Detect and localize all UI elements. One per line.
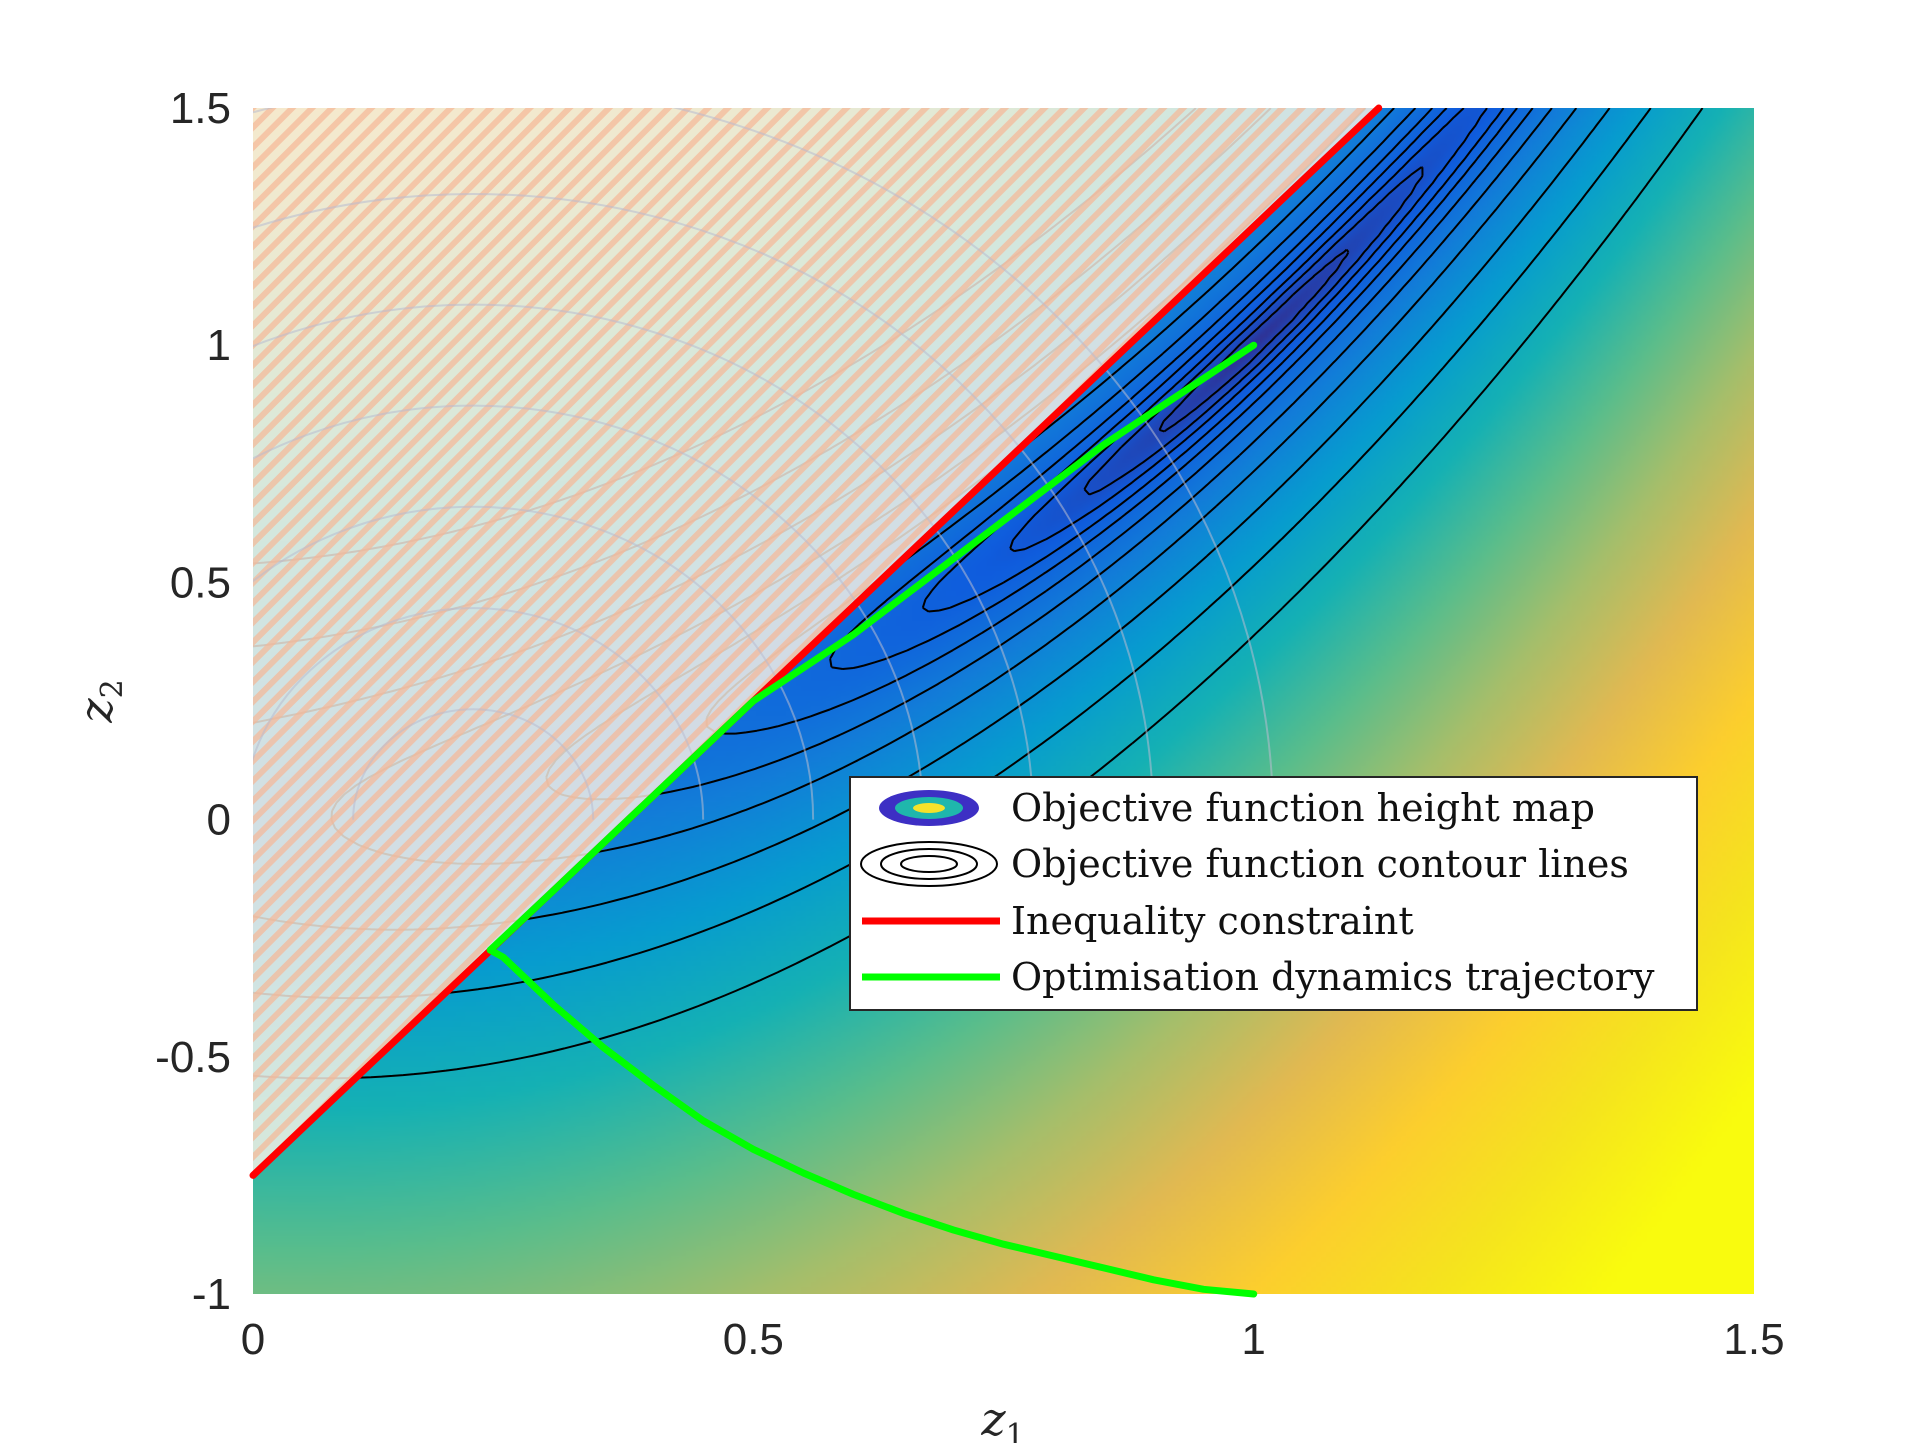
contour-line-0 [1158, 248, 1350, 433]
y-tick-label: 0 [207, 796, 231, 845]
plot-area [249, 104, 1754, 1298]
optimisation-trajectory-line [486, 341, 1258, 1298]
y-tick-label: -0.5 [155, 1033, 231, 1082]
legend-entry-height-map: Objective function height map [879, 786, 1595, 830]
y-axis-ticks: -1 -0.5 0 0.5 1 1.5 [155, 84, 231, 1319]
y-tick-label: -1 [192, 1270, 231, 1319]
contour-swatch-outer-icon [860, 841, 998, 887]
x-tick-label: 1.5 [1723, 1315, 1784, 1364]
y-tick-label: 0.5 [170, 558, 231, 607]
height-map-swatch-core-icon [913, 803, 945, 813]
contour-line-2 [1009, 108, 1488, 553]
legend-label-height-map: Objective function height map [1011, 786, 1595, 830]
x-tick-label: 0.5 [723, 1315, 784, 1364]
y-tick-label: 1.5 [170, 84, 231, 133]
faint-contour-lines [253, 108, 1275, 820]
x-axis-ticks: 0 0.5 1 1.5 [241, 1315, 1785, 1364]
legend-label-inequality-constraint: Inequality constraint [1011, 899, 1414, 943]
x-tick-label: 1 [1241, 1315, 1265, 1364]
legend-label-trajectory: Optimisation dynamics trajectory [1011, 955, 1655, 999]
contour-line-4 [829, 108, 1518, 670]
legend-label-contour-lines: Objective function contour lines [1011, 842, 1629, 886]
x-axis-label: z1 [980, 1392, 1024, 1443]
legend-entry-contour-lines: Objective function contour lines [860, 841, 1629, 887]
inequality-constraint-line [249, 104, 1383, 1179]
y-axis-label: z2 [69, 679, 130, 723]
legend-entry-trajectory: Optimisation dynamics trajectory [862, 955, 1655, 999]
y-tick-label: 1 [207, 321, 231, 370]
contour-swatch-mid-icon [880, 848, 978, 880]
legend: Objective function height map Objective … [849, 776, 1698, 1011]
contour-line-1 [1083, 166, 1424, 496]
legend-entry-inequality-constraint: Inequality constraint [862, 899, 1414, 943]
x-tick-label: 0 [241, 1315, 265, 1364]
legend-box [849, 776, 1698, 1011]
contour-swatch-inner-icon [900, 855, 958, 873]
